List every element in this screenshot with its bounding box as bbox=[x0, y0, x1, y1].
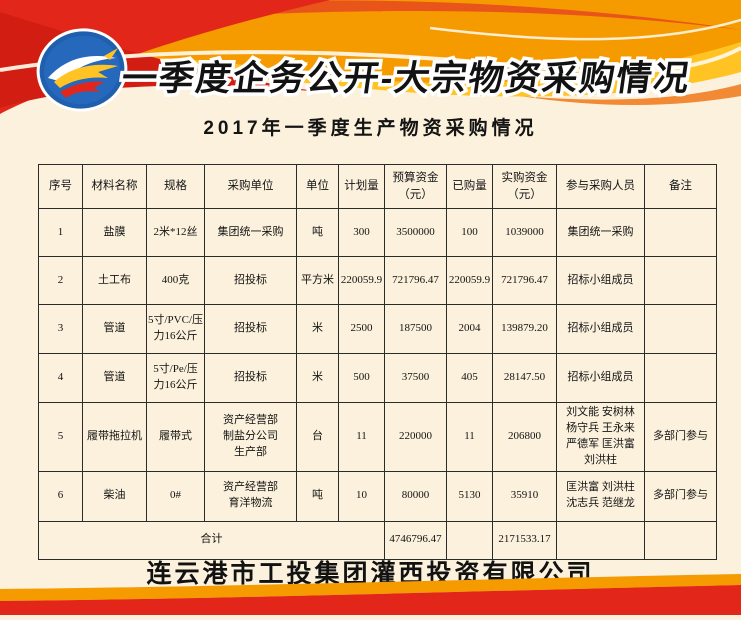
table-cell: 0# bbox=[146, 470, 205, 522]
table-cell: 招标小组成员 bbox=[556, 304, 645, 354]
table-cell: 2500 bbox=[338, 304, 385, 354]
table-cell: 平方米 bbox=[296, 256, 339, 305]
table-subtitle: 2017年一季度生产物资采购情况 bbox=[203, 118, 538, 139]
table-cell: 11 bbox=[446, 402, 493, 472]
table-cell bbox=[644, 304, 717, 354]
table-cell: 1039000 bbox=[492, 208, 557, 257]
column-header-spec: 规格 bbox=[146, 164, 205, 209]
table-cell: 履带式 bbox=[146, 402, 205, 472]
table-cell: 187500 bbox=[384, 304, 447, 354]
table-cell: 盐膜 bbox=[82, 208, 147, 257]
table-cell: 6 bbox=[38, 470, 83, 522]
table-cell: 匡洪富 刘洪柱 沈志兵 范继龙 bbox=[556, 470, 645, 522]
table-cell: 35910 bbox=[492, 470, 557, 522]
table-row: 2 土工布 400克 招投标 平方米 220059.9 721796.47 22… bbox=[38, 256, 717, 305]
table-cell: 履带拖拉机 bbox=[82, 402, 147, 472]
table-cell: 10 bbox=[338, 470, 385, 522]
table-cell: 721796.47 bbox=[384, 256, 447, 305]
table-cell: 3500000 bbox=[384, 208, 447, 257]
table-cell: 集团统一采购 bbox=[556, 208, 645, 257]
column-header-participants: 参与采购人员 bbox=[556, 164, 645, 209]
table-cell bbox=[644, 256, 717, 305]
table-cell: 柴油 bbox=[82, 470, 147, 522]
column-header-purchased-qty: 已购量 bbox=[446, 164, 493, 209]
total-note-cell bbox=[644, 520, 717, 560]
table-cell: 500 bbox=[338, 353, 385, 403]
table-total-row: 合计 4746796.47 2171533.17 bbox=[38, 520, 717, 560]
table-cell: 139879.20 bbox=[492, 304, 557, 354]
table-cell: 土工布 bbox=[82, 256, 147, 305]
table-cell: 吨 bbox=[296, 470, 339, 522]
table-cell: 400克 bbox=[146, 256, 205, 305]
table-row: 3 管道 5寸/PVC/压力16公斤 招投标 米 2500 187500 200… bbox=[38, 304, 717, 354]
table-cell: 220000 bbox=[384, 402, 447, 472]
table-row: 5 履带拖拉机 履带式 资产经营部 制盐分公司 生产部 台 11 220000 … bbox=[38, 402, 717, 472]
table-cell: 集团统一采购 bbox=[204, 208, 297, 257]
table-cell: 220059.9 bbox=[446, 256, 493, 305]
column-header-purchase-unit: 采购单位 bbox=[204, 164, 297, 209]
table-cell: 多部门参与 bbox=[644, 402, 717, 472]
table-cell bbox=[644, 208, 717, 257]
table-cell: 80000 bbox=[384, 470, 447, 522]
table-cell: 多部门参与 bbox=[644, 470, 717, 522]
table-row: 4 管道 5寸/Pe/压力16公斤 招投标 米 500 37500 405 28… bbox=[38, 353, 717, 403]
page-title-text: 一季度企务公开-大宗物资采购情况 bbox=[119, 59, 694, 98]
table-cell: 台 bbox=[296, 402, 339, 472]
page-title: 一季度企务公开-大宗物资采购情况 一季度企务公开-大宗物资采购情况 bbox=[116, 50, 734, 106]
table-cell: 2 bbox=[38, 256, 83, 305]
table-cell: 米 bbox=[296, 353, 339, 403]
total-budget-cell: 4746796.47 bbox=[384, 520, 447, 560]
table-cell: 招投标 bbox=[204, 353, 297, 403]
table-header-row: 序号 材料名称 规格 采购单位 单位 计划量 预算资金 （元） 已购量 实购资金… bbox=[38, 164, 717, 209]
table-cell: 5寸/Pe/压力16公斤 bbox=[146, 353, 205, 403]
table-cell: 米 bbox=[296, 304, 339, 354]
table-cell: 5寸/PVC/压力16公斤 bbox=[146, 304, 205, 354]
column-header-material: 材料名称 bbox=[82, 164, 147, 209]
table-cell: 100 bbox=[446, 208, 493, 257]
table-cell bbox=[644, 353, 717, 403]
table-cell: 招标小组成员 bbox=[556, 353, 645, 403]
table-cell: 5130 bbox=[446, 470, 493, 522]
table-cell: 300 bbox=[338, 208, 385, 257]
table-cell: 招投标 bbox=[204, 256, 297, 305]
company-logo bbox=[34, 26, 130, 114]
column-header-index: 序号 bbox=[38, 164, 83, 209]
table-cell: 206800 bbox=[492, 402, 557, 472]
table-cell: 721796.47 bbox=[492, 256, 557, 305]
table-cell: 37500 bbox=[384, 353, 447, 403]
column-header-unit: 单位 bbox=[296, 164, 339, 209]
table-cell: 2米*12丝 bbox=[146, 208, 205, 257]
table-row: 1 盐膜 2米*12丝 集团统一采购 吨 300 3500000 100 103… bbox=[38, 208, 717, 257]
table-cell: 资产经营部 制盐分公司 生产部 bbox=[204, 402, 297, 472]
table-cell: 3 bbox=[38, 304, 83, 354]
column-header-note: 备注 bbox=[644, 164, 717, 209]
table-cell: 405 bbox=[446, 353, 493, 403]
column-header-planned-qty: 计划量 bbox=[338, 164, 385, 209]
column-header-budget: 预算资金 （元） bbox=[384, 164, 447, 209]
table-cell: 招标小组成员 bbox=[556, 256, 645, 305]
footer-wave-decoration bbox=[0, 573, 741, 615]
table-cell: 4 bbox=[38, 353, 83, 403]
table-cell: 2004 bbox=[446, 304, 493, 354]
table-cell: 11 bbox=[338, 402, 385, 472]
column-header-actual-spend: 实购资金 （元） bbox=[492, 164, 557, 209]
table-cell: 吨 bbox=[296, 208, 339, 257]
table-row: 6 柴油 0# 资产经营部 育洋物流 吨 10 80000 5130 35910… bbox=[38, 470, 717, 522]
table-cell: 1 bbox=[38, 208, 83, 257]
table-cell: 28147.50 bbox=[492, 353, 557, 403]
table-cell: 管道 bbox=[82, 353, 147, 403]
table-cell: 220059.9 bbox=[338, 256, 385, 305]
table-cell: 刘文能 安树林 杨守兵 王永来 严德军 匡洪富 刘洪柱 bbox=[556, 402, 645, 472]
table-cell: 5 bbox=[38, 402, 83, 472]
table-cell: 招投标 bbox=[204, 304, 297, 354]
table-cell: 资产经营部 育洋物流 bbox=[204, 470, 297, 522]
total-participants-cell bbox=[556, 520, 645, 560]
table-cell: 管道 bbox=[82, 304, 147, 354]
procurement-table: 序号 材料名称 规格 采购单位 单位 计划量 预算资金 （元） 已购量 实购资金… bbox=[38, 164, 717, 560]
